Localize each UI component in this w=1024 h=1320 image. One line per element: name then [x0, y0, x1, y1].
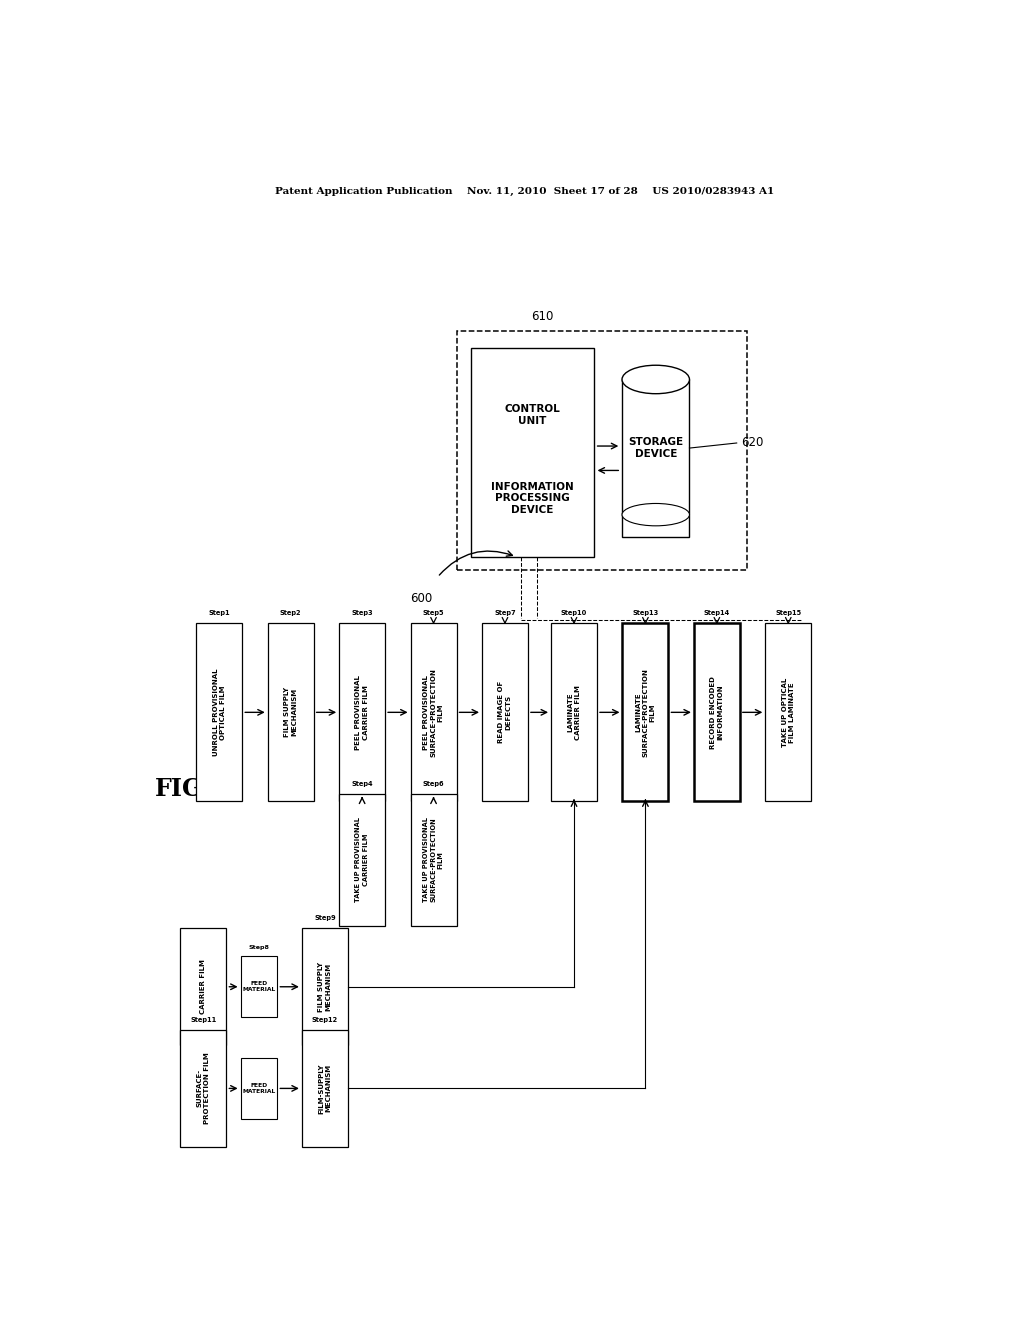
Text: Step4: Step4	[351, 780, 373, 787]
Text: FIG.17: FIG.17	[156, 776, 244, 800]
FancyBboxPatch shape	[551, 623, 597, 801]
Ellipse shape	[622, 503, 689, 525]
FancyBboxPatch shape	[622, 379, 689, 537]
Text: TAKE UP OPTICAL
FILM LAMINATE: TAKE UP OPTICAL FILM LAMINATE	[781, 677, 795, 747]
FancyBboxPatch shape	[339, 623, 385, 801]
Text: Step15: Step15	[775, 610, 802, 616]
FancyBboxPatch shape	[180, 1030, 226, 1147]
Text: PEEL PROVISIONAL
CARRIER FILM: PEEL PROVISIONAL CARRIER FILM	[355, 675, 369, 750]
Text: 620: 620	[740, 437, 763, 450]
Text: Step2: Step2	[280, 610, 301, 616]
Text: FILM SUPPLY
MECHANISM: FILM SUPPLY MECHANISM	[318, 962, 332, 1012]
Text: FILM SUPPLY
MECHANISM: FILM SUPPLY MECHANISM	[284, 688, 297, 738]
FancyBboxPatch shape	[241, 1057, 278, 1119]
Text: LAMINATE
SURFACE-PROTECTION
FILM: LAMINATE SURFACE-PROTECTION FILM	[635, 668, 655, 756]
Text: UNROLL PROVISIONAL
OPTICAL FILM: UNROLL PROVISIONAL OPTICAL FILM	[213, 669, 226, 756]
FancyBboxPatch shape	[267, 623, 313, 801]
Text: TAKE UP PROVISIONAL
SURFACE-PROTECTION
FILM: TAKE UP PROVISIONAL SURFACE-PROTECTION F…	[423, 817, 443, 902]
FancyBboxPatch shape	[482, 623, 528, 801]
FancyBboxPatch shape	[241, 956, 278, 1018]
Text: FILM-SUPPLY
MECHANISM: FILM-SUPPLY MECHANISM	[318, 1063, 332, 1114]
Text: Step12: Step12	[311, 1016, 338, 1023]
Text: Step10: Step10	[561, 610, 587, 616]
Text: TAKE UP PROVISIONAL
CARRIER FILM: TAKE UP PROVISIONAL CARRIER FILM	[355, 817, 369, 902]
Text: 600: 600	[411, 593, 433, 606]
FancyBboxPatch shape	[339, 793, 385, 925]
Text: Step9: Step9	[314, 915, 336, 921]
Text: Step8: Step8	[249, 945, 269, 950]
Text: INFORMATION
PROCESSING
DEVICE: INFORMATION PROCESSING DEVICE	[490, 482, 573, 515]
Text: LAMINATE
CARRIER FILM: LAMINATE CARRIER FILM	[567, 685, 581, 739]
Text: RECORD ENCODED
INFORMATION: RECORD ENCODED INFORMATION	[711, 676, 724, 748]
FancyBboxPatch shape	[302, 1030, 348, 1147]
FancyBboxPatch shape	[471, 348, 594, 557]
Text: Step13: Step13	[632, 610, 658, 616]
FancyBboxPatch shape	[180, 928, 226, 1045]
Text: READ IMAGE OF
DEFECTS: READ IMAGE OF DEFECTS	[499, 681, 512, 743]
Text: FEED
MATERIAL: FEED MATERIAL	[243, 981, 275, 993]
Text: Patent Application Publication    Nov. 11, 2010  Sheet 17 of 28    US 2010/02839: Patent Application Publication Nov. 11, …	[275, 187, 774, 195]
Text: 610: 610	[531, 310, 554, 323]
FancyBboxPatch shape	[197, 623, 243, 801]
Text: Step11: Step11	[190, 1016, 216, 1023]
FancyBboxPatch shape	[458, 331, 748, 570]
Text: Step14: Step14	[703, 610, 730, 616]
Text: SURFACE-
PROTECTION FILM: SURFACE- PROTECTION FILM	[197, 1052, 210, 1125]
Text: Step6: Step6	[423, 780, 444, 787]
FancyBboxPatch shape	[302, 928, 348, 1045]
Ellipse shape	[622, 366, 689, 393]
Text: Step7: Step7	[495, 610, 516, 616]
Text: FEED
MATERIAL: FEED MATERIAL	[243, 1082, 275, 1094]
FancyBboxPatch shape	[765, 623, 811, 801]
Text: CARRIER FILM: CARRIER FILM	[201, 960, 207, 1014]
Text: Step3: Step3	[351, 610, 373, 616]
Text: Step1: Step1	[209, 610, 230, 616]
Text: PEEL PROVISIONAL
SURFACE-PROTECTION
FILM: PEEL PROVISIONAL SURFACE-PROTECTION FILM	[423, 668, 443, 756]
FancyBboxPatch shape	[411, 793, 457, 925]
FancyBboxPatch shape	[694, 623, 740, 801]
Text: STORAGE
DEVICE: STORAGE DEVICE	[628, 437, 683, 459]
Text: CONTROL
UNIT: CONTROL UNIT	[505, 404, 560, 426]
Text: Step5: Step5	[423, 610, 444, 616]
FancyBboxPatch shape	[623, 623, 669, 801]
FancyBboxPatch shape	[411, 623, 457, 801]
